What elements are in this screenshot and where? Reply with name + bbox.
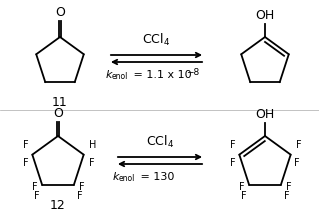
Text: F: F <box>23 158 28 168</box>
Text: k: k <box>106 70 113 80</box>
Text: 12: 12 <box>50 199 66 212</box>
Text: = 1.1 x 10: = 1.1 x 10 <box>130 70 192 80</box>
Text: enol: enol <box>119 174 135 183</box>
Text: F: F <box>77 191 83 201</box>
Text: 11: 11 <box>52 96 68 109</box>
Text: O: O <box>55 6 65 19</box>
Text: = 130: = 130 <box>137 172 174 182</box>
Text: F: F <box>241 191 246 201</box>
Text: CCl$_4$: CCl$_4$ <box>146 134 174 150</box>
Text: F: F <box>230 140 235 150</box>
Text: F: F <box>296 140 301 150</box>
Text: F: F <box>23 140 28 150</box>
Text: F: F <box>239 182 244 192</box>
Text: F: F <box>294 158 299 168</box>
Text: F: F <box>89 158 94 168</box>
Text: −8: −8 <box>186 68 199 77</box>
Text: F: F <box>33 191 39 201</box>
Text: F: F <box>286 182 292 192</box>
Text: enol: enol <box>112 72 128 81</box>
Text: F: F <box>284 191 290 201</box>
Text: H: H <box>89 140 96 150</box>
Text: OH: OH <box>256 9 275 22</box>
Text: F: F <box>79 182 85 192</box>
Text: CCl$_4$: CCl$_4$ <box>142 32 170 48</box>
Text: F: F <box>32 182 37 192</box>
Text: F: F <box>230 158 235 168</box>
Text: k: k <box>113 172 120 182</box>
Text: OH: OH <box>256 108 275 121</box>
Text: O: O <box>53 107 63 120</box>
